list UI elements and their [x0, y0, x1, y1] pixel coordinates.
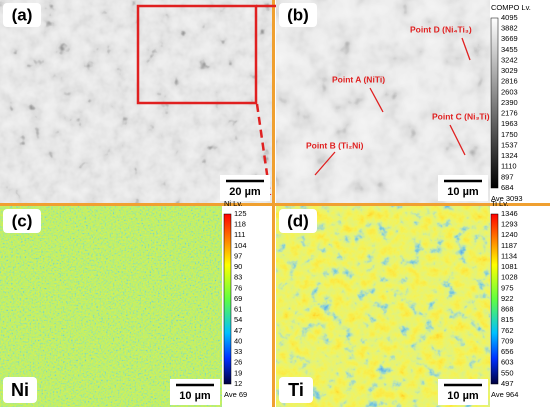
- colorbar-title: Ni Lv.: [224, 199, 243, 208]
- scale-box: [220, 175, 270, 201]
- colorbar-level: 975: [501, 283, 514, 292]
- ni-map: [0, 206, 222, 407]
- colorbar-level: 684: [501, 183, 514, 192]
- label-box: [3, 209, 41, 233]
- scale-label: 10 µm: [179, 390, 211, 402]
- colorbar-level: 4095: [501, 13, 518, 22]
- colorbar-level: 1134: [501, 251, 517, 260]
- annotation: Point D (Ni₄Ti₃): [410, 24, 472, 34]
- colorbar-average: Ave 3093: [491, 194, 523, 203]
- colorbar-level: 1750: [501, 130, 518, 139]
- annotation: Point C (Ni₃Ti): [432, 111, 490, 121]
- colorbar-level: 33: [234, 347, 242, 356]
- panel-label: (a): [12, 5, 33, 24]
- scale-label: 10 µm: [447, 186, 479, 198]
- colorbar-level: 1028: [501, 273, 518, 282]
- colorbar-level: 12: [234, 379, 242, 388]
- colorbar-level: 111: [234, 230, 245, 239]
- colorbar-level: 656: [501, 347, 514, 356]
- colorbar-level: 3882: [501, 24, 518, 33]
- colorbar-level: 3455: [501, 45, 518, 54]
- panel-label: (c): [12, 211, 33, 230]
- colorbar-level: 90: [234, 262, 242, 271]
- colorbar-level: 3669: [501, 34, 518, 43]
- label-box: [279, 209, 317, 233]
- colorbar: [490, 17, 499, 189]
- colorbar-level: 550: [501, 368, 514, 377]
- colorbar-level: 3029: [501, 66, 518, 75]
- colorbar-level: 1537: [501, 140, 518, 149]
- zoom-box: [136, 4, 258, 105]
- annotation: Point B (Ti₂Ni): [306, 140, 364, 150]
- colorbar-level: 709: [501, 336, 514, 345]
- colorbar-level: 76: [234, 283, 242, 292]
- colorbar-level: 61: [234, 305, 242, 314]
- colorbar: [223, 213, 232, 385]
- colorbar-average: Ave 69: [224, 390, 247, 399]
- label-box: [3, 377, 37, 403]
- colorbar-level: 104: [234, 241, 247, 250]
- label-box: [279, 3, 317, 27]
- colorbar-level: 868: [501, 305, 514, 314]
- sem-image-b: [276, 0, 490, 203]
- colorbar-level: 1081: [501, 262, 518, 271]
- colorbar-level: 47: [234, 326, 242, 335]
- colorbar-level: 922: [501, 294, 514, 303]
- sem-image-a: [0, 0, 272, 203]
- colorbar-title: COMPO Lv.: [491, 3, 531, 12]
- colorbar-level: 1324: [501, 151, 518, 160]
- panel-label: (b): [287, 5, 309, 24]
- arrows: [314, 37, 471, 176]
- scale-box: [438, 379, 488, 405]
- annotation: Point A (NiTi): [332, 74, 385, 84]
- colorbar-level: 1187: [501, 241, 517, 250]
- colorbar-level: 97: [234, 251, 242, 260]
- label-box: [279, 377, 313, 403]
- colorbar-level: 1110: [501, 162, 517, 171]
- colorbar-level: 83: [234, 273, 242, 282]
- colorbar: [490, 213, 499, 385]
- colorbar-level: 40: [234, 336, 242, 345]
- colorbar-level: 1293: [501, 220, 518, 229]
- ti-map: [276, 206, 490, 407]
- colorbar-average: Ave 964: [491, 390, 518, 399]
- label-box: [3, 3, 41, 27]
- colorbar-level: 118: [234, 220, 246, 229]
- colorbar-level: 3242: [501, 55, 518, 64]
- scale-box: [438, 175, 488, 201]
- colorbar-level: 497: [501, 379, 514, 388]
- colorbar-level: 2816: [501, 77, 518, 86]
- scale-box: [170, 379, 220, 405]
- colorbar-level: 26: [234, 358, 242, 367]
- colorbar-title: Ti Lv.: [491, 199, 509, 208]
- colorbar-level: 897: [501, 172, 514, 181]
- element-label: Ti: [288, 380, 304, 400]
- colorbar-level: 2603: [501, 87, 518, 96]
- element-label: Ni: [11, 380, 29, 400]
- colorbar-level: 815: [501, 315, 514, 324]
- colorbar-level: 1346: [501, 209, 518, 218]
- colorbar-level: 1240: [501, 230, 518, 239]
- scale-label: 10 µm: [447, 390, 479, 402]
- panel-label: (d): [287, 211, 309, 230]
- colorbar-level: 54: [234, 315, 242, 324]
- colorbar-level: 762: [501, 326, 514, 335]
- colorbar-level: 125: [234, 209, 247, 218]
- zoom-line: [255, 103, 272, 196]
- colorbar-level: 603: [501, 358, 514, 367]
- colorbar-level: 19: [234, 368, 242, 377]
- colorbar-level: 69: [234, 294, 242, 303]
- colorbar-level: 2176: [501, 109, 518, 118]
- scale-label: 20 µm: [229, 186, 261, 198]
- colorbar-level: 2390: [501, 98, 518, 107]
- colorbar-level: 1963: [501, 119, 518, 128]
